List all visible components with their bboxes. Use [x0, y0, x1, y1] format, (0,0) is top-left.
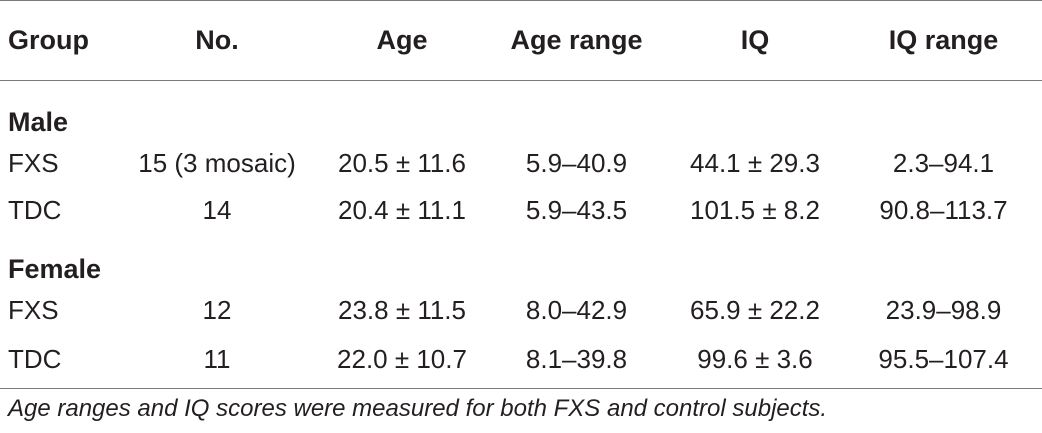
- section-row-female: Female: [0, 234, 1042, 287]
- cell-age: 20.4 ± 11.1: [338, 195, 466, 225]
- cell-iq: 65.9 ± 22.2: [690, 295, 820, 325]
- cell-number: 15 (3 mosaic): [138, 148, 296, 178]
- cell-number: 12: [202, 295, 232, 325]
- header-iq-range: IQ range: [845, 0, 1042, 81]
- cell-iq-range: 90.8–113.7: [879, 195, 1008, 225]
- cell-group: FXS: [8, 148, 59, 178]
- cell-iq-range: 95.5–107.4: [845, 334, 1042, 389]
- cell-age-range: 8.1–39.8: [488, 334, 665, 389]
- header-row: Group No. Age Age range IQ IQ range: [0, 0, 1042, 81]
- data-table-container: Group No. Age Age range IQ IQ range Male…: [0, 0, 1042, 389]
- table-row: FXS 12 23.8 ± 11.5 8.0–42.9 65.9 ± 22.2 …: [0, 287, 1042, 334]
- table-body: Male FXS 15 (3 mosaic) 20.5 ± 11.6 5.9–4…: [0, 81, 1042, 389]
- section-row-male: Male: [0, 81, 1042, 141]
- cell-group: TDC: [0, 334, 118, 389]
- header-group: Group: [0, 0, 118, 81]
- table-row: FXS 15 (3 mosaic) 20.5 ± 11.6 5.9–40.9 4…: [0, 140, 1042, 187]
- cell-group: TDC: [8, 195, 62, 225]
- cell-iq: 99.6 ± 3.6: [665, 334, 845, 389]
- cell-age-range: 8.0–42.9: [525, 295, 628, 325]
- cell-iq: 101.5 ± 8.2: [690, 195, 820, 225]
- demographics-table: Group No. Age Age range IQ IQ range Male…: [0, 0, 1042, 389]
- header-iq: IQ: [665, 0, 845, 81]
- header-number: No.: [118, 0, 316, 81]
- table-row: TDC 11 22.0 ± 10.7 8.1–39.8 99.6 ± 3.6 9…: [0, 334, 1042, 389]
- cell-iq-range: 2.3–94.1: [892, 148, 995, 178]
- section-label: Female: [8, 254, 102, 284]
- header-age-range: Age range: [488, 0, 665, 81]
- cell-group: FXS: [8, 295, 59, 325]
- cell-number: 14: [202, 195, 232, 225]
- table-row: TDC 14 20.4 ± 11.1 5.9–43.5 101.5 ± 8.2 …: [0, 187, 1042, 234]
- cell-age: 20.5 ± 11.6: [338, 148, 466, 178]
- table-footnote: Age ranges and IQ scores were measured f…: [8, 395, 828, 422]
- cell-age-range: 5.9–43.5: [525, 195, 628, 225]
- table-header: Group No. Age Age range IQ IQ range: [0, 0, 1042, 81]
- cell-number: 11: [118, 334, 316, 389]
- cell-age: 23.8 ± 11.5: [338, 295, 466, 325]
- cell-age-range: 5.9–40.9: [525, 148, 628, 178]
- cell-age: 22.0 ± 10.7: [316, 334, 488, 389]
- section-label: Male: [8, 107, 69, 137]
- cell-iq: 44.1 ± 29.3: [690, 148, 820, 178]
- header-age: Age: [316, 0, 488, 81]
- cell-iq-range: 23.9–98.9: [885, 295, 1002, 325]
